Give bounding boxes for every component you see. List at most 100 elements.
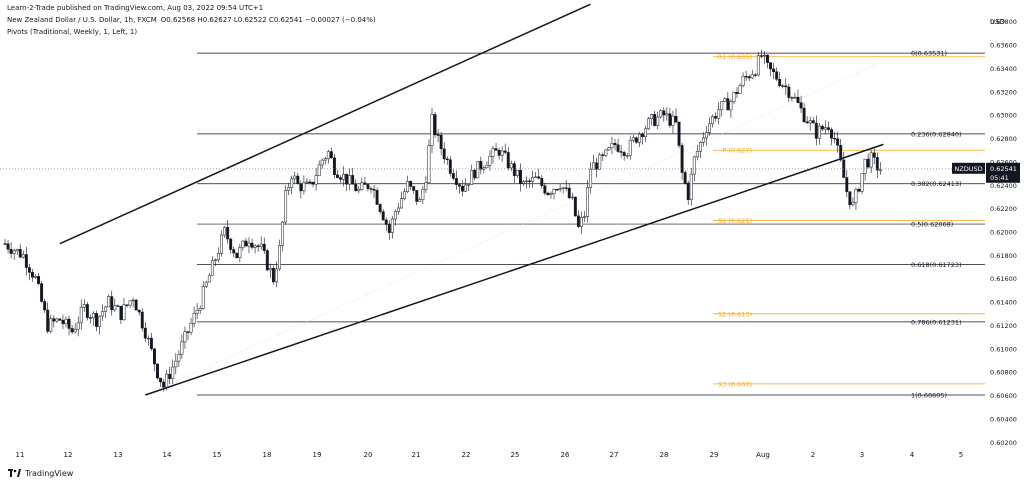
- candle-body: [125, 304, 129, 306]
- candle-body: [201, 286, 205, 309]
- candle-body: [759, 55, 763, 57]
- candle-body: [464, 184, 468, 192]
- candle-body: [857, 189, 861, 192]
- candle-body: [714, 116, 718, 119]
- candle-body: [235, 252, 239, 258]
- candle-body: [595, 162, 599, 170]
- candle-body: [433, 114, 437, 135]
- candle-body: [314, 175, 318, 185]
- candle-body: [192, 312, 196, 324]
- pivot-label: S1 (0.621): [718, 217, 752, 225]
- candle-body: [85, 304, 89, 318]
- candle-body: [363, 182, 367, 185]
- channel-midline: [145, 62, 881, 396]
- candle-body: [281, 221, 285, 246]
- channel-lower-line: [145, 143, 884, 396]
- candle-body: [9, 248, 13, 254]
- candle-body: [772, 68, 776, 72]
- candle-body: [271, 268, 275, 283]
- candle-body: [165, 373, 169, 388]
- candle-body: [299, 183, 303, 192]
- x-tick-label: 18: [263, 451, 272, 459]
- candle-body: [98, 315, 101, 327]
- candle-body: [717, 109, 721, 119]
- candle-body: [790, 97, 794, 99]
- candle-body: [537, 176, 541, 179]
- x-tick-label: 25: [511, 451, 520, 459]
- candle-body: [43, 301, 47, 311]
- fib-level-label: 0.618(0.61723): [911, 261, 962, 269]
- candle-body: [769, 62, 772, 70]
- candle-body: [732, 92, 736, 102]
- y-tick-label: 0.63200: [990, 88, 1017, 96]
- x-tick-label: 3: [860, 451, 864, 459]
- candle-body: [229, 238, 233, 250]
- candle-body: [766, 54, 769, 63]
- candle-body: [872, 152, 876, 158]
- candle-body: [671, 115, 675, 126]
- candle-body: [46, 309, 50, 332]
- y-tick-label: 0.63800: [990, 18, 1017, 26]
- symbol-text: New Zealand Dollar / U.S. Dollar, 1h, FX…: [7, 16, 157, 24]
- candle-body: [491, 148, 495, 157]
- price-badge: [986, 162, 1020, 183]
- candle-body: [268, 268, 272, 271]
- candle-body: [278, 245, 281, 270]
- candle-body: [634, 137, 638, 143]
- candle-body: [24, 254, 28, 268]
- y-tick-label: 0.60600: [990, 392, 1017, 400]
- candle-body: [763, 54, 766, 57]
- candle-body: [348, 175, 352, 185]
- candle-body: [409, 181, 413, 187]
- candle-body: [58, 318, 62, 321]
- fib-level-label: 0.236(0.62840): [911, 130, 962, 138]
- candle-body: [875, 157, 879, 171]
- candle-body: [275, 268, 278, 283]
- candle-body: [503, 150, 507, 153]
- x-tick-label: 5: [959, 451, 963, 459]
- candle-body: [329, 151, 333, 159]
- candle-body: [296, 175, 300, 184]
- candle-body: [741, 76, 745, 86]
- tradingview-logo-icon: [8, 468, 21, 477]
- candle-body: [336, 174, 339, 178]
- candle-body: [451, 173, 455, 179]
- candle-body: [95, 313, 98, 327]
- candle-body: [811, 120, 815, 124]
- candle-body: [430, 114, 434, 146]
- candle-body: [778, 79, 782, 86]
- fib-level-label: 0(0.63531): [911, 50, 947, 58]
- publisher-line: Learn-2-Trade published on TradingView.c…: [7, 4, 267, 12]
- candle-body: [607, 147, 611, 151]
- candle-body: [101, 311, 105, 317]
- candle-body: [149, 337, 153, 349]
- candle-body: [12, 250, 16, 254]
- candle-body: [650, 114, 654, 119]
- candle-body: [836, 138, 840, 146]
- candle-body: [619, 151, 623, 153]
- candle-body: [799, 102, 803, 109]
- candle-body: [497, 149, 501, 156]
- indicator-line: Pivots (Traditional, Weekly, 1, Left, 1): [7, 28, 141, 36]
- y-tick-label: 0.60200: [990, 439, 1017, 447]
- candle-body: [262, 243, 266, 251]
- candle-body: [735, 92, 739, 94]
- candle-body: [146, 337, 150, 340]
- candle-body: [415, 190, 419, 202]
- candle-body: [781, 85, 785, 87]
- candle-body: [601, 154, 605, 156]
- candle-body: [506, 152, 510, 169]
- candle-body: [412, 186, 416, 191]
- candle-body: [473, 169, 477, 179]
- candle-body: [244, 240, 248, 247]
- candle-body: [378, 204, 382, 212]
- x-tick-label: 27: [610, 451, 619, 459]
- candle-body: [390, 218, 394, 233]
- pivot-label: P (0.627): [722, 147, 752, 155]
- candle-body: [589, 168, 593, 188]
- candle-body: [802, 107, 806, 123]
- candle-body: [284, 190, 288, 223]
- symbol-badge: [952, 162, 985, 174]
- candle-body: [177, 354, 181, 362]
